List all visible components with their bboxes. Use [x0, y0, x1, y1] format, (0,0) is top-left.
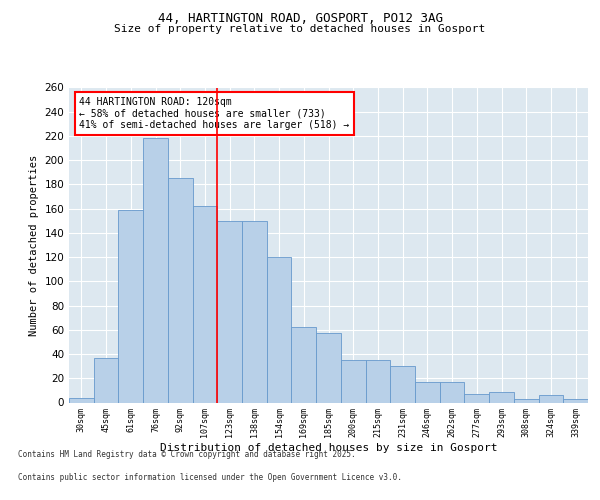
Bar [563, 399, 588, 402]
Text: Contains public sector information licensed under the Open Government Licence v3: Contains public sector information licen… [18, 472, 402, 482]
Bar [539, 395, 563, 402]
Text: 44, HARTINGTON ROAD, GOSPORT, PO12 3AG: 44, HARTINGTON ROAD, GOSPORT, PO12 3AG [157, 12, 443, 26]
Bar [440, 382, 464, 402]
Y-axis label: Number of detached properties: Number of detached properties [29, 154, 39, 336]
Bar [217, 221, 242, 402]
X-axis label: Distribution of detached houses by size in Gosport: Distribution of detached houses by size … [160, 443, 497, 453]
Text: 44 HARTINGTON ROAD: 120sqm
← 58% of detached houses are smaller (733)
41% of sem: 44 HARTINGTON ROAD: 120sqm ← 58% of deta… [79, 97, 350, 130]
Bar [341, 360, 365, 403]
Bar [390, 366, 415, 403]
Bar [143, 138, 168, 402]
Bar [514, 399, 539, 402]
Bar [168, 178, 193, 402]
Bar [193, 206, 217, 402]
Bar [365, 360, 390, 403]
Bar [316, 334, 341, 402]
Bar [267, 257, 292, 402]
Bar [118, 210, 143, 402]
Bar [489, 392, 514, 402]
Bar [464, 394, 489, 402]
Bar [415, 382, 440, 402]
Text: Size of property relative to detached houses in Gosport: Size of property relative to detached ho… [115, 24, 485, 34]
Bar [242, 221, 267, 402]
Text: Contains HM Land Registry data © Crown copyright and database right 2025.: Contains HM Land Registry data © Crown c… [18, 450, 356, 459]
Bar [292, 328, 316, 402]
Bar [94, 358, 118, 403]
Bar [69, 398, 94, 402]
